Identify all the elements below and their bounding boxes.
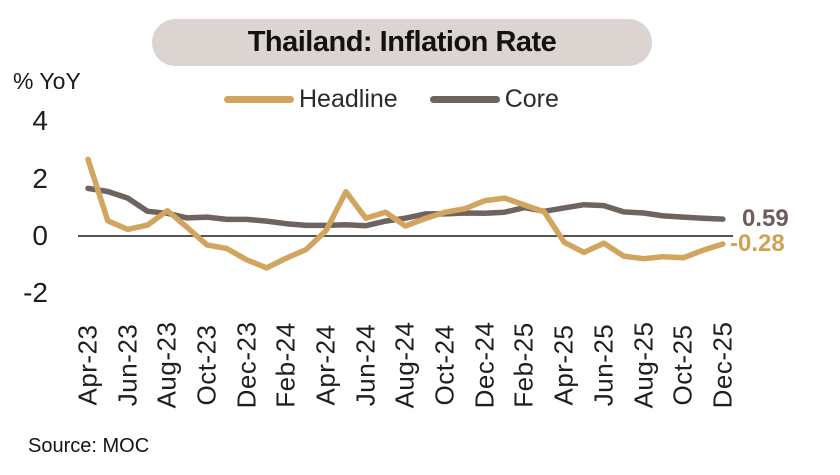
- x-tick-label: Feb-25: [508, 322, 539, 408]
- x-tick-label: Apr-25: [548, 324, 579, 406]
- x-tick-label: Dec-23: [231, 321, 262, 409]
- x-tick-label: Aug-25: [628, 321, 659, 409]
- y-tick-label: -2: [23, 277, 48, 309]
- x-tick-label: Oct-24: [429, 324, 460, 406]
- legend-label: Core: [504, 84, 559, 113]
- y-tick-label: 0: [32, 220, 48, 251]
- x-tick-label: Jun-23: [112, 323, 143, 407]
- legend-swatch-headline: [224, 95, 294, 103]
- x-tick-label: Feb-24: [270, 322, 301, 408]
- legend-label: Headline: [299, 84, 398, 113]
- source-note: Source: MOC: [28, 435, 150, 457]
- end-value-label-headline: -0.28: [730, 230, 785, 258]
- legend-item-core: Core: [429, 84, 559, 114]
- x-tick-label: Jun-25: [588, 323, 619, 407]
- end-value-label-core: 0.59: [742, 205, 789, 233]
- x-tick-label: Dec-25: [707, 321, 738, 409]
- chart-title-pill: Thailand: Inflation Rate: [152, 19, 652, 66]
- x-tick-label: Jun-24: [350, 323, 381, 407]
- x-tick-label: Apr-23: [72, 324, 103, 406]
- legend-swatch-core: [429, 95, 500, 103]
- x-tick-label: Apr-24: [310, 324, 341, 406]
- y-tick-label: 2: [32, 162, 48, 194]
- legend: Headline Core: [224, 84, 559, 114]
- x-tick-label: Aug-24: [389, 321, 420, 409]
- x-tick-label: Oct-23: [191, 324, 222, 406]
- series-line-core: [85, 185, 726, 229]
- x-tick-label: Oct-25: [667, 324, 698, 406]
- series-line-headline: [85, 156, 726, 271]
- y-axis-unit-label: % YoY: [13, 68, 81, 94]
- chart-title: Thailand: Inflation Rate: [247, 26, 557, 58]
- y-tick-label: 4: [32, 105, 48, 137]
- legend-item-headline: Headline: [224, 85, 398, 114]
- x-tick-label: Dec-24: [469, 321, 500, 409]
- x-tick-label: Aug-23: [151, 321, 182, 409]
